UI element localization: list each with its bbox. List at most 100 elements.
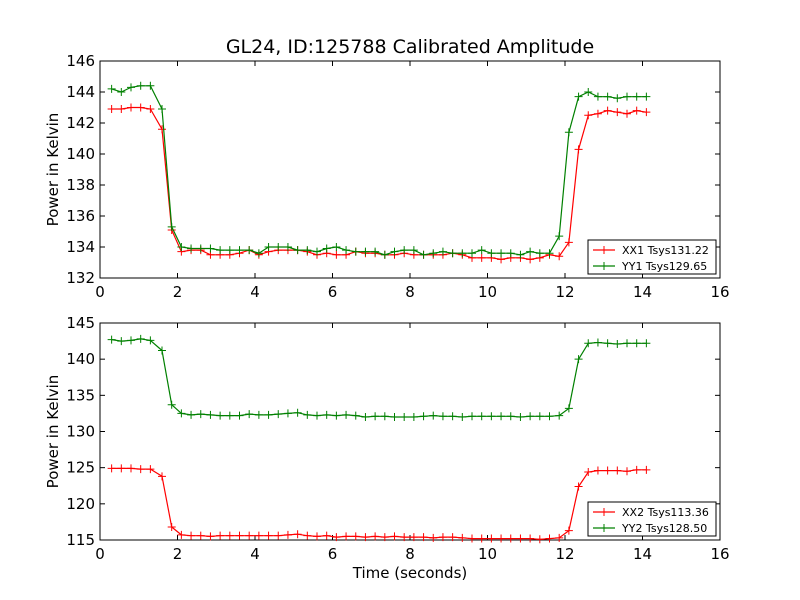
data-point — [380, 412, 389, 421]
data-point — [584, 339, 593, 348]
data-point — [497, 249, 506, 258]
legend-box — [587, 501, 717, 537]
data-point — [206, 244, 215, 253]
legend-box — [587, 239, 717, 275]
data-point — [322, 531, 331, 540]
data-point — [632, 92, 641, 101]
x-tick-label: 10 — [478, 545, 497, 563]
data-point — [235, 246, 244, 255]
data-point — [545, 249, 554, 258]
data-point — [526, 247, 535, 256]
data-point — [584, 88, 593, 96]
data-point — [497, 412, 506, 421]
x-tick-label: 14 — [633, 283, 652, 301]
data-point — [584, 111, 593, 120]
data-point — [177, 409, 186, 418]
data-point — [448, 533, 457, 542]
data-point — [361, 533, 370, 542]
data-point — [564, 526, 573, 535]
data-point — [419, 250, 428, 259]
subplot-1: 0 2 4 6 8 10 12 14 16 132 134 136 138 140 142 144 146 Pow… — [44, 52, 730, 301]
data-point — [361, 247, 370, 256]
data-point — [642, 108, 651, 117]
data-point — [574, 482, 583, 491]
data-point — [390, 413, 399, 422]
data-point — [380, 250, 389, 259]
data-point — [632, 339, 641, 348]
data-point — [409, 533, 418, 542]
data-point — [429, 411, 438, 420]
data-point — [196, 410, 205, 419]
data-point — [555, 533, 564, 542]
x-tick-label: 4 — [250, 283, 260, 301]
data-point — [254, 410, 263, 419]
data-point — [516, 250, 525, 259]
data-point — [127, 103, 135, 112]
y-tick-label: 125 — [66, 459, 95, 477]
data-point — [216, 411, 225, 420]
data-point — [158, 346, 166, 355]
data-point — [603, 106, 612, 115]
data-point — [632, 106, 641, 115]
data-point — [458, 249, 467, 258]
data-point — [303, 410, 312, 419]
data-point — [158, 125, 166, 134]
data-point — [429, 249, 438, 258]
y-tick-label: 136 — [66, 207, 95, 225]
data-point — [613, 339, 622, 348]
data-point — [623, 109, 631, 118]
data-point — [245, 246, 254, 255]
x-tick-label: 16 — [710, 283, 729, 301]
data-point — [322, 410, 331, 419]
series-line-2 — [111, 85, 647, 256]
data-point — [564, 128, 573, 137]
data-point — [555, 252, 564, 261]
data-point — [293, 246, 302, 255]
data-point — [206, 532, 215, 541]
data-point — [313, 411, 321, 420]
data-point — [117, 105, 126, 114]
data-point — [225, 411, 234, 420]
data-point — [274, 410, 283, 419]
legend: XX2 Tsys113.36 YY2 Tsys128.50 — [587, 501, 717, 537]
data-point — [555, 411, 564, 420]
data-point — [117, 337, 126, 346]
data-point — [535, 249, 544, 258]
data-point — [419, 533, 428, 542]
y-tick-label: 132 — [66, 269, 95, 287]
y-tick-label: 134 — [66, 238, 95, 256]
data-point — [468, 534, 476, 543]
data-point — [167, 400, 176, 409]
legend-label: XX2 Tsys113.36 — [622, 506, 709, 519]
legend-marker — [600, 508, 608, 516]
data-point — [254, 531, 263, 540]
data-point — [196, 531, 205, 540]
data-point — [516, 413, 525, 422]
x-axis-label: Time (seconds) — [352, 564, 468, 582]
data-point — [400, 533, 409, 542]
legend-label: YY1 Tsys129.65 — [621, 260, 707, 273]
data-point — [313, 247, 321, 256]
data-point — [342, 246, 351, 255]
data-point — [380, 533, 389, 542]
x-tick-label: 2 — [173, 545, 183, 563]
data-point — [127, 336, 135, 345]
data-point — [593, 466, 602, 475]
data-point — [400, 246, 409, 255]
data-point — [283, 409, 292, 418]
data-point — [264, 410, 273, 419]
data-point — [293, 530, 302, 539]
data-point — [545, 412, 554, 421]
data-point — [332, 533, 341, 542]
data-point — [254, 249, 263, 258]
legend-label: YY2 Tsys128.50 — [621, 522, 707, 535]
series-line-2 — [111, 338, 647, 418]
data-point — [136, 81, 145, 90]
data-point — [468, 412, 476, 421]
legend-label: XX1 Tsys131.22 — [622, 244, 709, 257]
x-tick-label: 16 — [710, 545, 729, 563]
data-point — [458, 533, 467, 542]
data-point — [371, 412, 380, 421]
data-point — [332, 243, 341, 251]
